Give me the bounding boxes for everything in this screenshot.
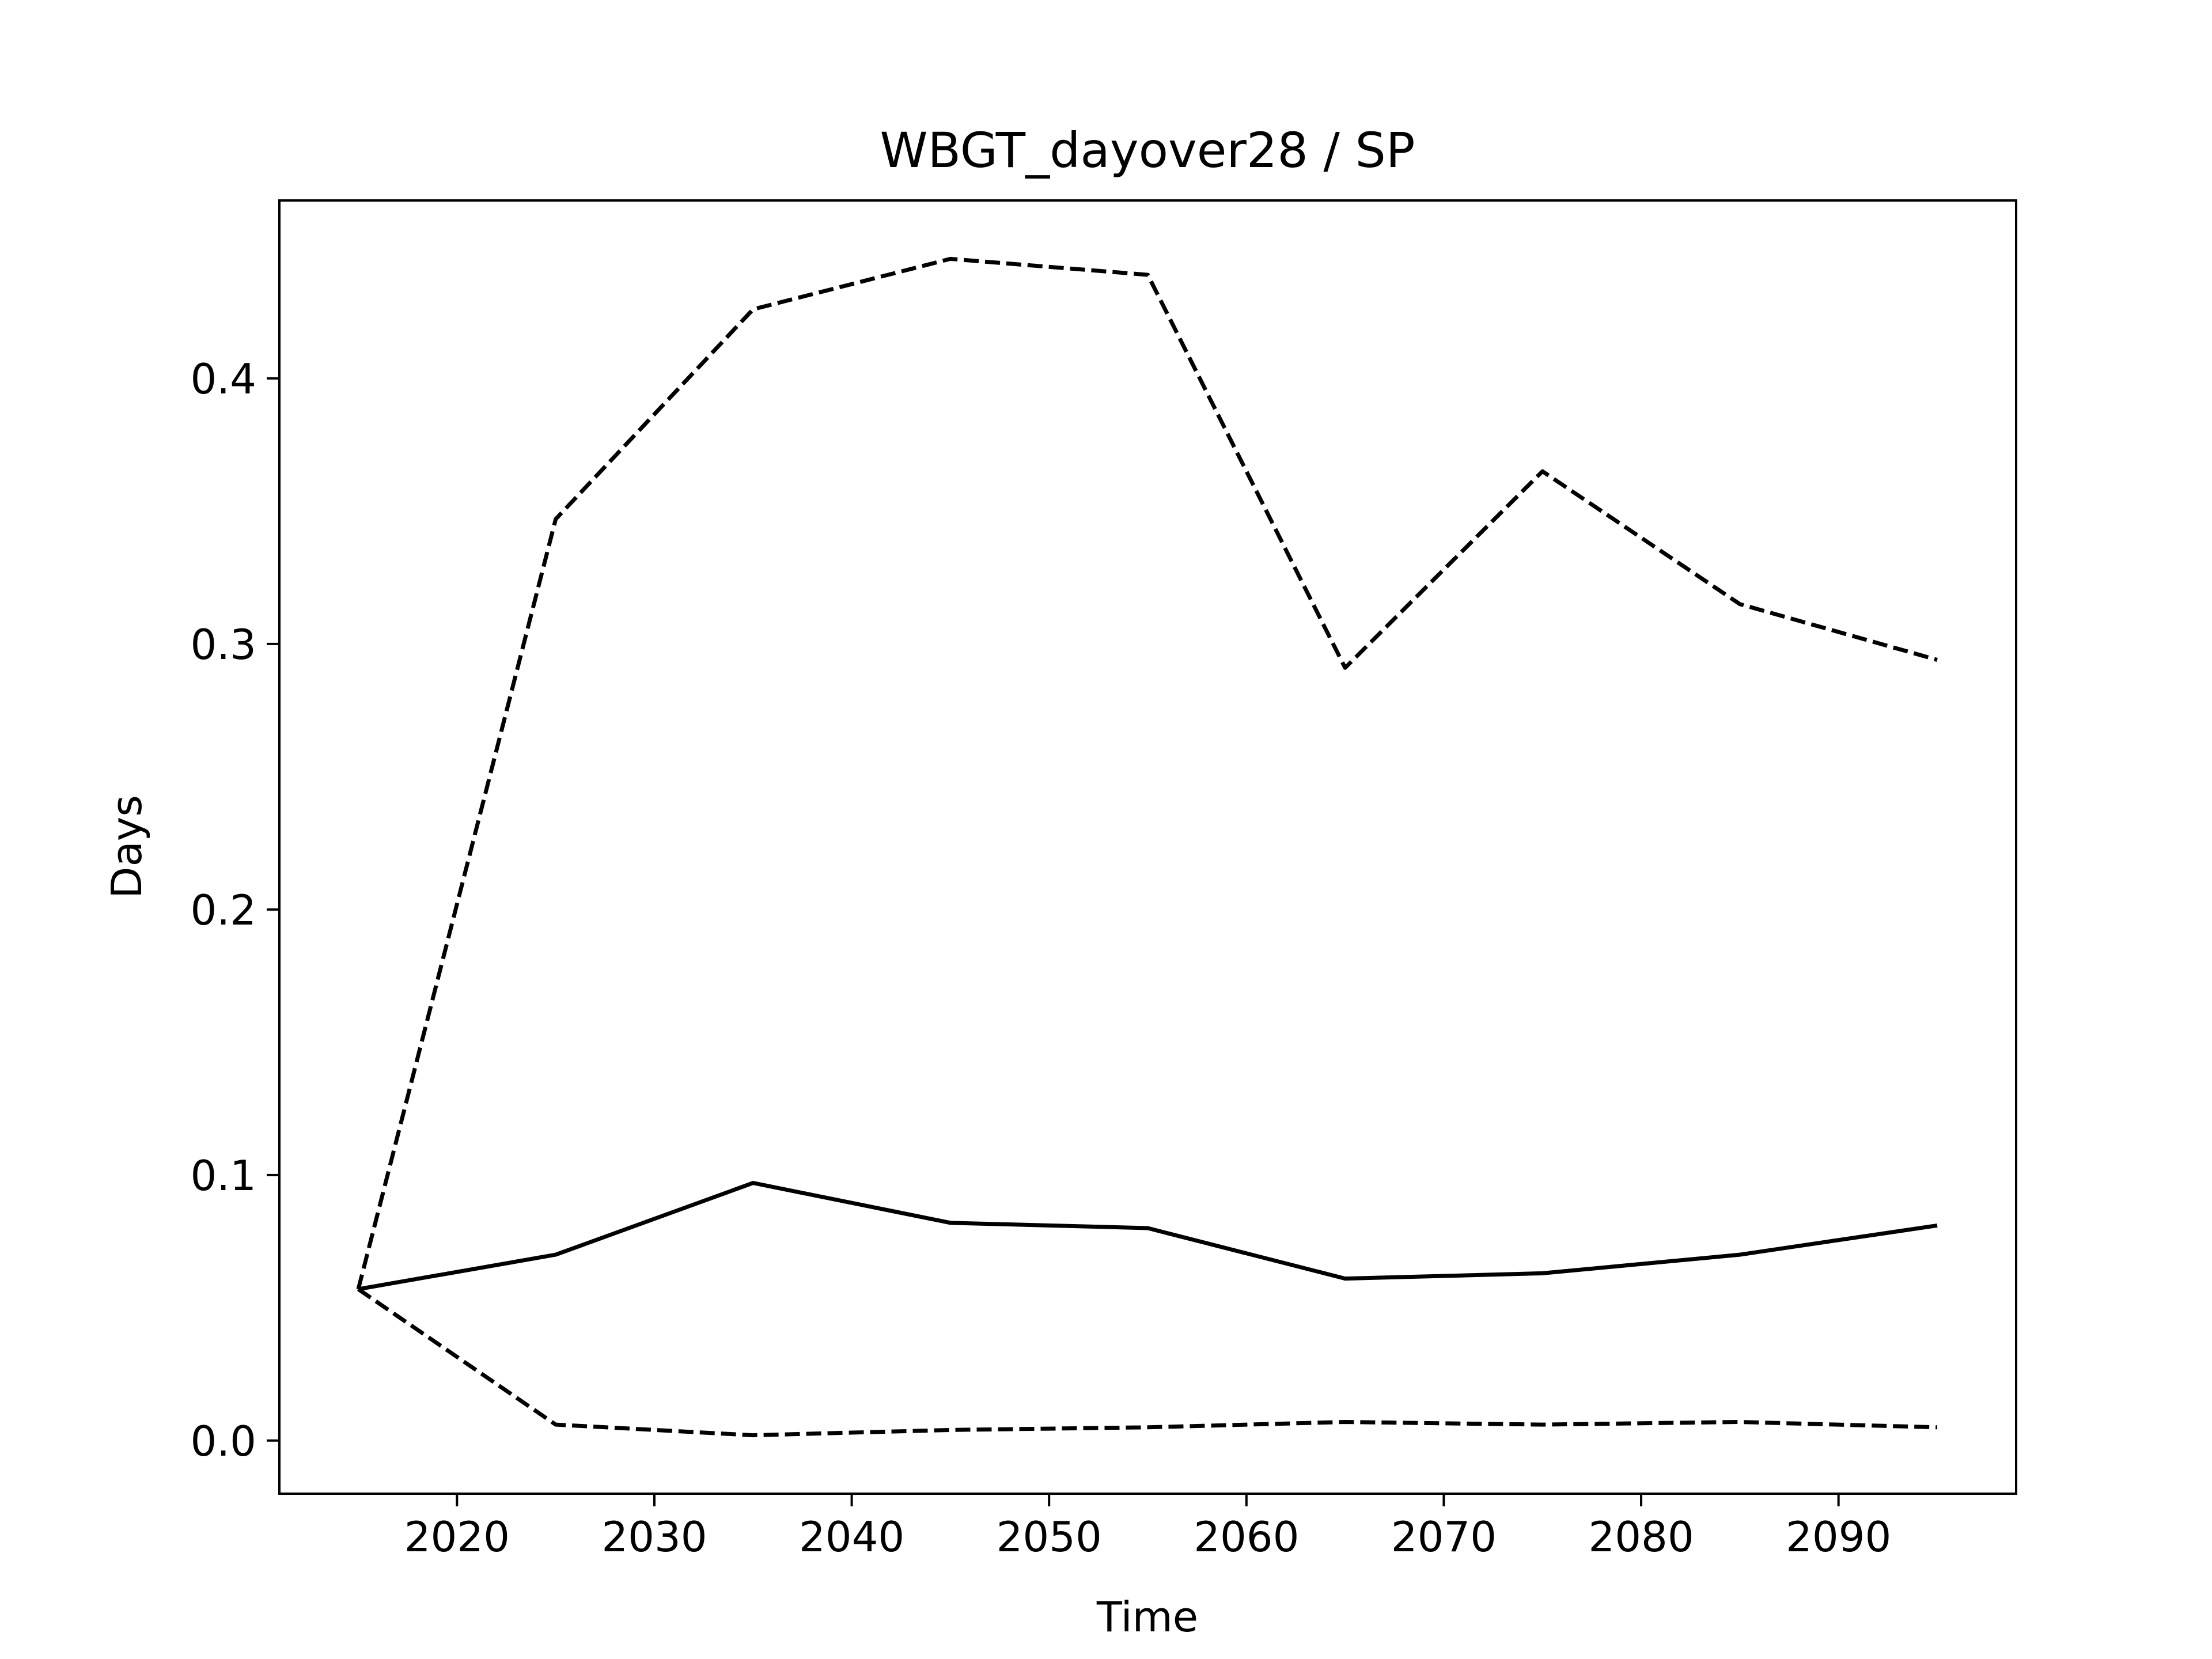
y-tick-label: 0.1	[190, 1152, 256, 1200]
y-tick-label: 0.4	[190, 355, 256, 403]
x-tick-label: 2090	[1786, 1513, 1891, 1561]
y-tick-label: 0.3	[190, 620, 256, 669]
x-tick-label: 2050	[997, 1513, 1102, 1561]
chart-title: WBGT_dayover28 / SP	[880, 122, 1415, 179]
x-tick-label: 2060	[1194, 1513, 1299, 1561]
y-axis-label: Days	[103, 795, 151, 899]
x-tick-label: 2040	[799, 1513, 904, 1561]
series-layer	[356, 256, 1938, 1438]
series-line-3-dashed	[357, 1287, 1938, 1438]
plot-frame	[278, 199, 2017, 1495]
y-tick-label: 0.0	[190, 1417, 256, 1465]
x-tick-label: 2030	[601, 1513, 707, 1561]
tick-layer: 2020 2030 2040 2050 2060 2070 2080 2090 0.0 0.1 0.…	[190, 355, 1891, 1561]
series-line-1-solid	[358, 1181, 1938, 1291]
y-tick-label: 0.2	[190, 886, 256, 934]
x-tick-label: 2080	[1588, 1513, 1694, 1561]
x-tick-label: 2020	[404, 1513, 510, 1561]
series-line-2-dashed	[356, 256, 1938, 1290]
x-tick-label: 2070	[1391, 1513, 1497, 1561]
x-axis-label: Time	[1096, 1593, 1198, 1641]
